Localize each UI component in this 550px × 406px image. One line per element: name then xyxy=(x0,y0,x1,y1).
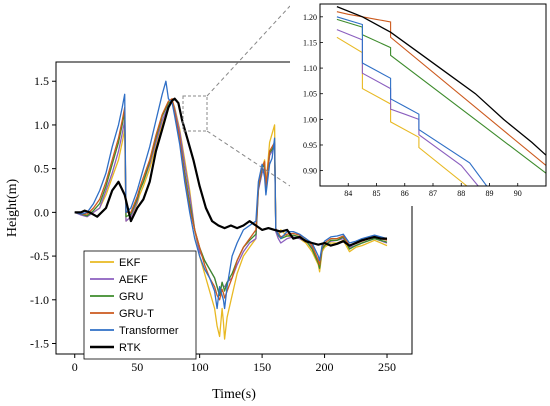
inset-y-tick-label: 1.00 xyxy=(303,115,317,124)
inset-x-tick-label: 90 xyxy=(514,189,522,198)
zoom-connector-line xyxy=(206,130,291,187)
y-tick-label: 0.5 xyxy=(34,162,49,176)
y-axis-label: Height(m) xyxy=(5,179,20,238)
legend-box xyxy=(83,250,197,360)
legend-entry-label: GRU-T xyxy=(119,308,154,320)
series-line-gru xyxy=(74,99,388,297)
y-tick-label: 1.5 xyxy=(34,74,49,88)
x-tick-label: 200 xyxy=(316,360,334,374)
x-tick-label: 50 xyxy=(131,360,143,374)
inset-zoom-chart: 84 85 86 87 88 89 90 1.20 1.15 1.10 1.05 1.00 0.95 0.… xyxy=(290,2,548,206)
inset-y-tick-label: 1.15 xyxy=(303,38,317,47)
inset-series-line-transformer xyxy=(336,16,488,186)
inset-background xyxy=(290,2,548,206)
y-tick-label: 1.0 xyxy=(34,118,49,132)
zoom-connector-lines xyxy=(182,5,291,187)
inset-series-line-gru xyxy=(336,18,546,174)
y-tick-label: -1.0 xyxy=(30,293,49,307)
inset-series-line-rtk xyxy=(336,5,546,156)
inset-y-tick-label: 1.10 xyxy=(303,64,317,73)
series-lines xyxy=(74,80,388,340)
x-tick-label: 250 xyxy=(378,360,396,374)
series-line-rtk xyxy=(74,97,387,247)
y-tick-label: 0.0 xyxy=(34,205,49,219)
inset-x-tick-label: 89 xyxy=(486,189,494,198)
y-tick-label: -1.5 xyxy=(30,337,49,351)
x-tick-label: 0 xyxy=(72,360,78,374)
inset-x-tick-label: 88 xyxy=(457,189,465,198)
inset-y-tick-label: 0.90 xyxy=(303,167,317,176)
inset-x-tick-label: 85 xyxy=(373,189,381,198)
legend-entry-label: RTK xyxy=(119,342,141,354)
inset-x-tick-label: 84 xyxy=(344,189,352,198)
inset-y-tick-label: 1.05 xyxy=(303,90,317,99)
inset-x-tick-label: 86 xyxy=(401,189,409,198)
legend-entry-label: GRU xyxy=(119,291,144,303)
inset-x-tick-label: 87 xyxy=(429,189,437,198)
inset-series-lines xyxy=(336,5,546,186)
legend-entry-label: Transformer xyxy=(119,325,179,337)
x-tick-label: 150 xyxy=(253,360,271,374)
zoom-region-box xyxy=(182,95,208,132)
inset-y-tick-label: 1.20 xyxy=(303,13,317,22)
y-tick-label: -0.5 xyxy=(30,249,49,263)
legend-entry-label: EKF xyxy=(119,257,141,269)
legend: EKF AEKF GRU GRU-T Transformer RTK xyxy=(83,250,197,360)
x-axis-label: Time(s) xyxy=(212,387,256,402)
inset-y-tick-label: 0.95 xyxy=(303,141,317,150)
series-line-transformer xyxy=(74,80,388,310)
legend-entry-label: AEKF xyxy=(119,274,148,286)
x-tick-label: 100 xyxy=(191,360,209,374)
inset-series-line-gru-t xyxy=(336,11,546,166)
series-line-gru-t xyxy=(74,98,388,301)
